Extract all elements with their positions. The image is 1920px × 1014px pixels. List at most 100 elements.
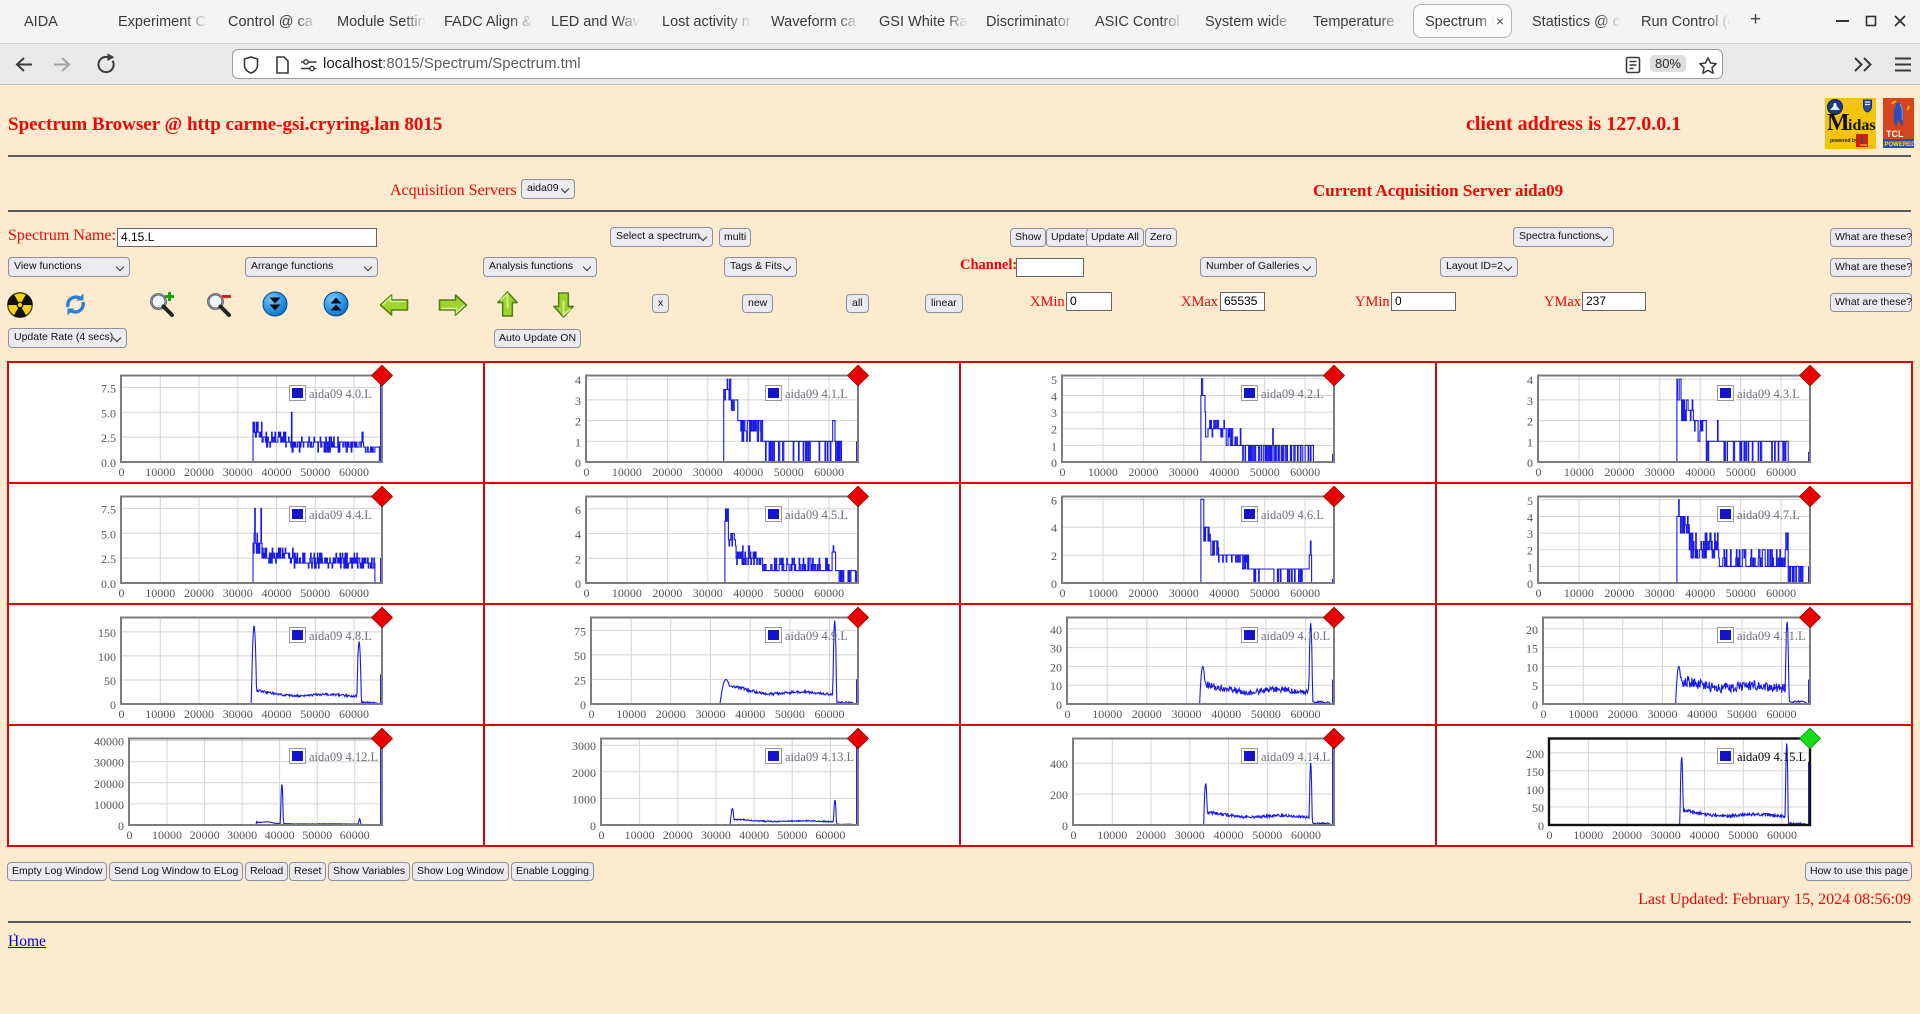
svg-text:40000: 40000: [1214, 828, 1244, 842]
svg-text:40000: 40000: [262, 465, 292, 479]
svg-text:POWERED: POWERED: [1885, 142, 1915, 148]
svg-text:20: 20: [1526, 623, 1538, 637]
svg-text:50: 50: [574, 649, 586, 663]
svg-text:40000: 40000: [1687, 707, 1717, 721]
svg-text:40: 40: [1050, 623, 1062, 637]
svg-text:10000: 10000: [1568, 707, 1598, 721]
svg-text:50: 50: [104, 674, 116, 688]
svg-text:3: 3: [1527, 394, 1533, 408]
svg-text:0: 0: [589, 707, 595, 721]
svg-text:aida09 4.13.L: aida09 4.13.L: [785, 750, 854, 764]
svg-text:60000: 60000: [1291, 828, 1321, 842]
svg-text:30000: 30000: [1645, 465, 1675, 479]
svg-text:10000: 10000: [145, 707, 175, 721]
svg-text:2000: 2000: [572, 766, 596, 780]
svg-text:1: 1: [1527, 560, 1533, 574]
svg-text:30000: 30000: [1169, 465, 1199, 479]
svg-text:50000: 50000: [1252, 828, 1282, 842]
svg-text:10: 10: [1526, 660, 1538, 674]
svg-text:20000: 20000: [1128, 465, 1158, 479]
svg-text:0: 0: [1536, 465, 1542, 479]
svg-text:aida09 4.2.L: aida09 4.2.L: [1261, 387, 1324, 401]
svg-text:idas: idas: [1848, 117, 1876, 134]
svg-text:aida09 4.11.L: aida09 4.11.L: [1737, 629, 1806, 643]
svg-text:0: 0: [119, 465, 125, 479]
svg-text:60000: 60000: [1290, 586, 1320, 600]
svg-text:10000: 10000: [1564, 586, 1594, 600]
svg-text:50000: 50000: [1727, 707, 1757, 721]
svg-text:2: 2: [1527, 415, 1533, 429]
svg-text:0: 0: [580, 698, 586, 712]
svg-text:20000: 20000: [1608, 707, 1638, 721]
svg-text:60000: 60000: [815, 828, 845, 842]
svg-text:20000: 20000: [1604, 465, 1634, 479]
svg-text:0: 0: [1060, 465, 1066, 479]
svg-text:10000: 10000: [625, 828, 655, 842]
svg-text:40000: 40000: [262, 707, 292, 721]
svg-text:0: 0: [584, 465, 590, 479]
svg-text:20000: 20000: [184, 465, 214, 479]
svg-text:60000: 60000: [1767, 707, 1797, 721]
svg-text:aida09 4.4.L: aida09 4.4.L: [309, 508, 372, 522]
svg-text:60000: 60000: [1767, 828, 1797, 842]
svg-text:20000: 20000: [1136, 828, 1166, 842]
svg-text:0.0: 0.0: [101, 577, 116, 591]
svg-text:3: 3: [1527, 527, 1533, 541]
svg-text:0: 0: [119, 707, 125, 721]
svg-text:50000: 50000: [1726, 465, 1756, 479]
svg-text:30000: 30000: [693, 465, 723, 479]
svg-text:20000: 20000: [656, 707, 686, 721]
svg-text:4: 4: [575, 528, 581, 542]
svg-text:0: 0: [1051, 456, 1057, 470]
svg-text:50000: 50000: [1728, 828, 1758, 842]
svg-text:10000: 10000: [1573, 828, 1603, 842]
svg-text:30000: 30000: [693, 586, 723, 600]
svg-text:50000: 50000: [1726, 586, 1756, 600]
svg-text:aida09 4.15.L: aida09 4.15.L: [1737, 750, 1806, 764]
svg-text:30000: 30000: [1648, 707, 1678, 721]
svg-text:40000: 40000: [733, 586, 763, 600]
svg-text:2: 2: [1051, 549, 1057, 563]
svg-text:1000: 1000: [572, 792, 596, 806]
svg-text:30000: 30000: [227, 828, 257, 842]
svg-text:20000: 20000: [1612, 828, 1642, 842]
svg-text:40000: 40000: [735, 707, 765, 721]
svg-text:0: 0: [1062, 819, 1068, 833]
svg-text:10000: 10000: [145, 465, 175, 479]
svg-text:10000: 10000: [616, 707, 646, 721]
svg-text:6: 6: [1051, 493, 1057, 507]
svg-text:4: 4: [575, 373, 581, 387]
svg-text:50000: 50000: [300, 465, 330, 479]
svg-text:6: 6: [575, 503, 581, 517]
svg-text:40000: 40000: [1690, 828, 1720, 842]
svg-text:0: 0: [1527, 577, 1533, 591]
svg-text:30000: 30000: [1645, 586, 1675, 600]
svg-text:10000: 10000: [612, 586, 642, 600]
svg-text:2: 2: [575, 552, 581, 566]
svg-text:30000: 30000: [1651, 828, 1681, 842]
svg-text:50000: 50000: [1250, 465, 1280, 479]
svg-text:10000: 10000: [612, 465, 642, 479]
svg-text:M: M: [1827, 110, 1850, 136]
svg-text:0: 0: [127, 828, 133, 842]
svg-text:40000: 40000: [265, 828, 295, 842]
svg-text:3: 3: [575, 394, 581, 408]
svg-text:3000: 3000: [572, 739, 596, 753]
svg-text:0: 0: [119, 586, 125, 600]
svg-text:10000: 10000: [1088, 586, 1118, 600]
svg-text:4: 4: [1527, 511, 1533, 525]
svg-text:0: 0: [1056, 698, 1062, 712]
svg-text:20000: 20000: [1604, 586, 1634, 600]
svg-text:0: 0: [575, 456, 581, 470]
svg-text:30000: 30000: [1172, 707, 1202, 721]
svg-text:20000: 20000: [184, 586, 214, 600]
svg-text:10000: 10000: [1092, 707, 1122, 721]
svg-text:aida09 4.6.L: aida09 4.6.L: [1261, 508, 1324, 522]
svg-text:150: 150: [1526, 765, 1544, 779]
svg-text:60000: 60000: [339, 586, 369, 600]
svg-text:40000: 40000: [1685, 465, 1715, 479]
svg-text:40000: 40000: [1209, 465, 1239, 479]
svg-text:0: 0: [599, 828, 605, 842]
svg-text:0: 0: [1538, 819, 1544, 833]
svg-text:aida09 4.14.L: aida09 4.14.L: [1261, 750, 1330, 764]
